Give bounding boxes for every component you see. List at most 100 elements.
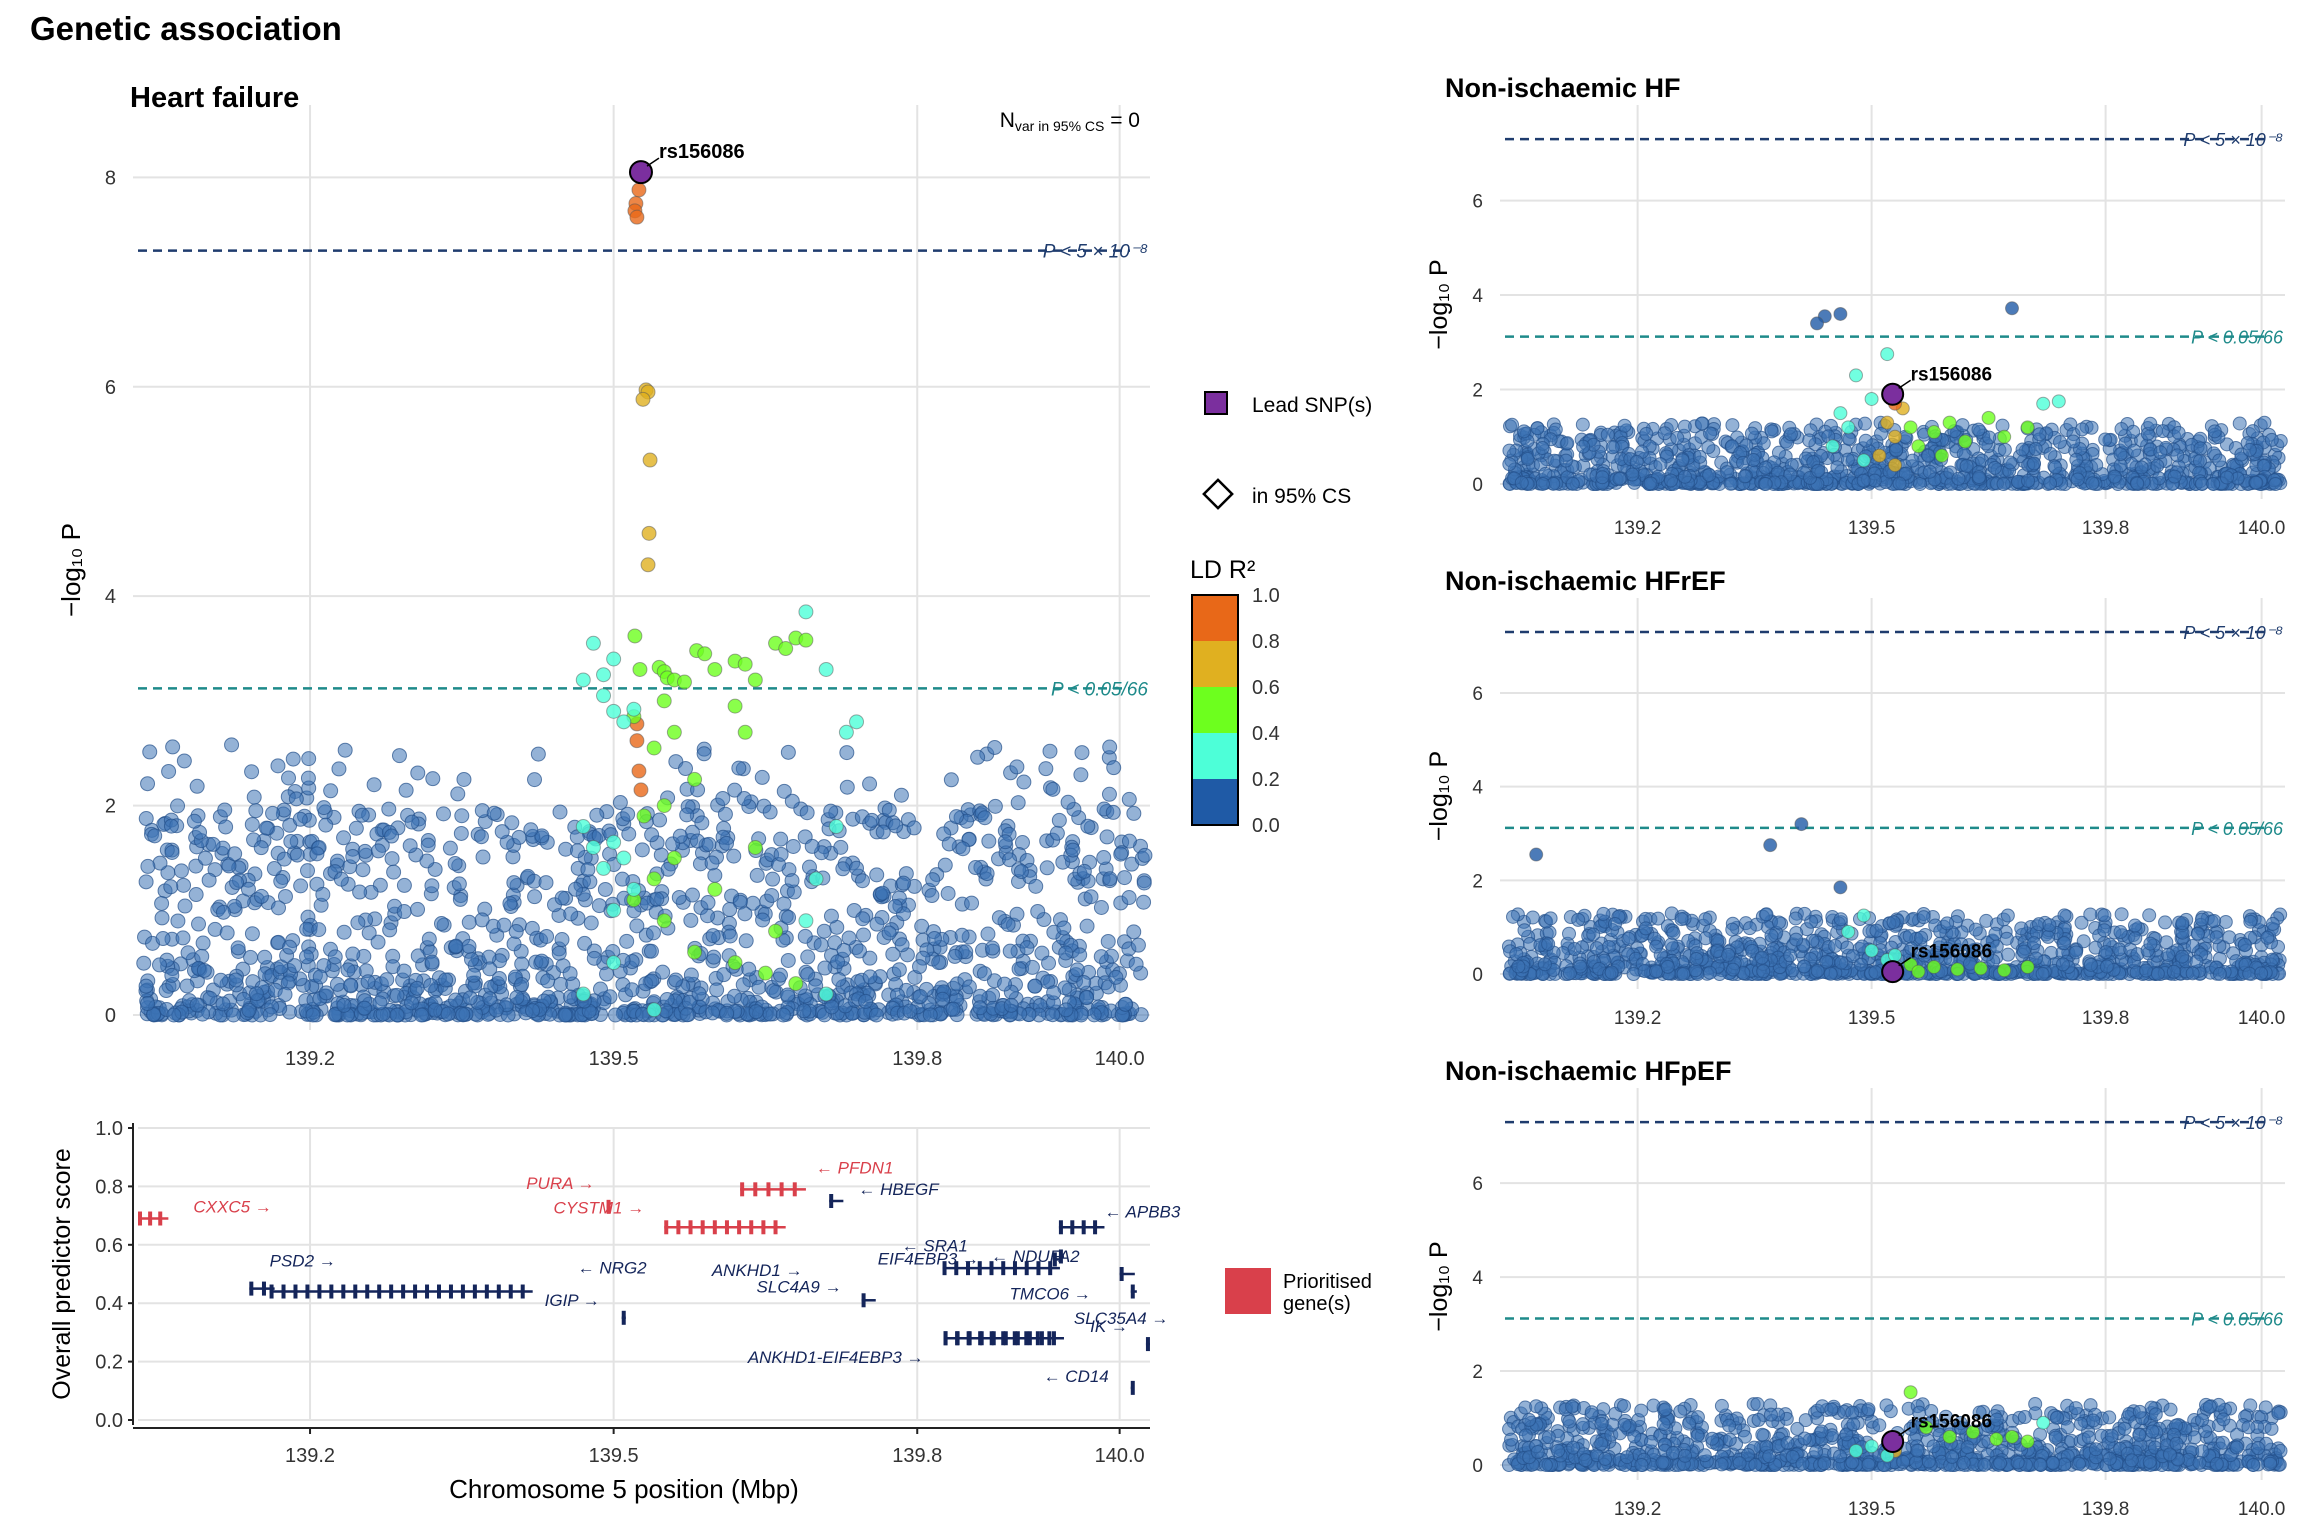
snp-point-background [706, 949, 722, 965]
snp-point-background [1959, 458, 1974, 473]
snp-point-background [624, 982, 640, 998]
snp-point-background [557, 1007, 573, 1023]
snp-point-background [1673, 1404, 1688, 1419]
snp-point [1833, 880, 1848, 895]
snp-point-background [704, 855, 720, 871]
snp-point-background [1506, 909, 1521, 924]
snp-point-background [1722, 1432, 1737, 1447]
snp-point-background [357, 1000, 373, 1016]
snp-point-background [2212, 453, 2227, 468]
snp-point-background [161, 763, 177, 779]
snp-point-background [1101, 786, 1117, 802]
snp-point-background [1535, 441, 1550, 456]
snp-point-background [2139, 963, 2154, 978]
y-tick-label: 6 [105, 377, 116, 399]
snp-point-background [1828, 938, 1843, 953]
snp-point-background [527, 772, 543, 788]
snp-point-background [2048, 460, 2063, 475]
snp-point-background [2185, 966, 2200, 981]
snp-point-background [881, 925, 897, 941]
snp-point-background [1016, 774, 1032, 790]
snp-point [1833, 406, 1848, 421]
snp-point [666, 724, 682, 740]
snp-point-background [1697, 1448, 1712, 1463]
snp-point-background [1670, 430, 1685, 445]
snp-point-background [227, 846, 243, 862]
snp-point-background [433, 916, 449, 932]
snp-point-background [1725, 962, 1740, 977]
snp-point-background [1002, 852, 1018, 868]
snp-point-background [1600, 427, 1615, 442]
snp-point-background [435, 806, 451, 822]
snp-point [1763, 838, 1778, 853]
snp-point [585, 839, 601, 855]
y-tick-label: 6 [1472, 192, 1483, 213]
snp-point [788, 976, 804, 992]
snp-point-background [539, 928, 555, 944]
snp-point-background [1675, 453, 1690, 468]
snp-point-background [2028, 442, 2043, 457]
snp-point-background [1742, 921, 1757, 936]
snp-point-background [961, 979, 977, 995]
snp-point-background [1056, 920, 1072, 936]
snp-point [1981, 410, 1996, 425]
snp-point-background [830, 954, 846, 970]
snp-point-background [925, 872, 941, 888]
snp-point-background [289, 847, 305, 863]
snp-point-background [165, 739, 181, 755]
snp-point-background [773, 831, 789, 847]
snp-point-background [1971, 470, 1986, 485]
threshold-label: P < 5 × 10⁻⁸ [1043, 242, 1148, 263]
snp-point-background [1689, 951, 1704, 966]
snp-point-background [614, 871, 630, 887]
snp-point-background [1598, 1451, 1613, 1466]
legend-cs-swatch [1202, 478, 1234, 510]
snp-point-background [1594, 1436, 1609, 1451]
snp-point [596, 688, 612, 704]
snp-point-background [176, 877, 192, 893]
snp-point-background [1956, 1455, 1971, 1470]
snp-point [575, 986, 591, 1002]
snp-point-background [1617, 1417, 1632, 1432]
snp-point-background [926, 931, 942, 947]
snp-point-background [1505, 417, 1520, 432]
snp-point-background [1783, 948, 1798, 963]
snp-point [828, 819, 844, 835]
snp-point-background [218, 819, 234, 835]
x-tick-label: 140.0 [2238, 1499, 2286, 1520]
snp-point-background [300, 770, 316, 786]
snp-point-background [1562, 1414, 1577, 1429]
snp-point [1794, 817, 1809, 832]
panel-title: Non-ischaemic HFpEF [1445, 1056, 1732, 1086]
snp-point-background [2026, 456, 2041, 471]
snp-point-background [1702, 467, 1717, 482]
snp-point-background [1543, 911, 1558, 926]
snp-point-background [2145, 1424, 2160, 1439]
snp-point [798, 913, 814, 929]
snp-point-background [248, 803, 264, 819]
snp-point [1880, 415, 1895, 430]
snp-point-background [754, 769, 770, 785]
legend-ld-tick: 0.8 [1252, 631, 1280, 653]
snp-point-background [1074, 745, 1090, 761]
snp-point-background [409, 980, 425, 996]
snp-point-background [2143, 936, 2158, 951]
snp-point-background [887, 898, 903, 914]
snp-point-background [333, 871, 349, 887]
snp-point-background [1038, 761, 1054, 777]
snp-point-background [327, 1007, 343, 1023]
snp-point-background [1595, 470, 1610, 485]
snp-point [1810, 316, 1824, 331]
snp-point-background [735, 977, 751, 993]
snp-point-background [985, 987, 1001, 1003]
snp-point-background [1811, 463, 1826, 478]
snp-point-background [1750, 1397, 1765, 1412]
snp-point-background [964, 895, 980, 911]
snp-point-background [2215, 1435, 2230, 1450]
snp-point-background [473, 829, 489, 845]
snp-point-background [1530, 1444, 1545, 1459]
snp-point-background [382, 922, 398, 938]
snp-point-background [607, 1007, 623, 1023]
threshold-label: P < 5 × 10⁻⁸ [2183, 623, 2283, 643]
